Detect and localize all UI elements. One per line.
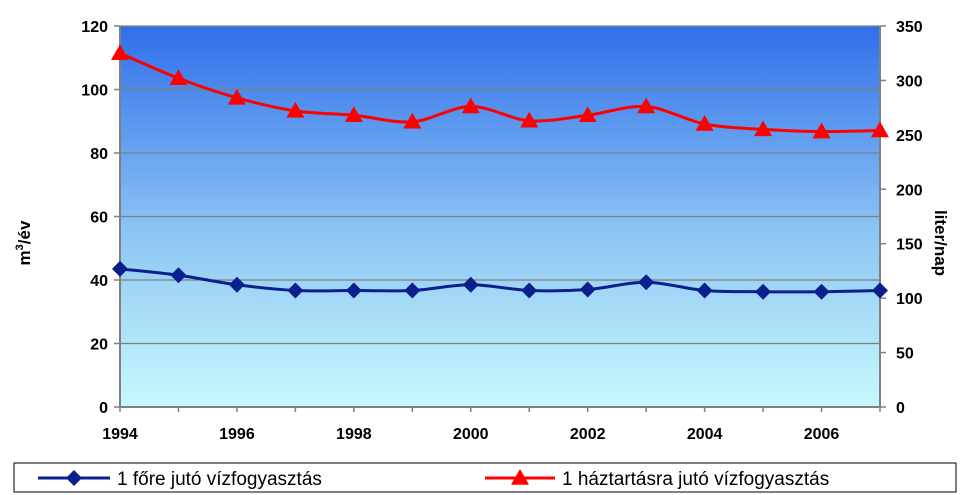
x-axis-ticks: 1994 1996 1998 2000 2002 2004 2006 [102,407,881,443]
right-axis-ticks: 0 50 100 150 200 250 300 350 [880,19,923,417]
left-axis-ticks: 0 20 40 60 80 100 120 [81,19,120,417]
data-point [111,44,129,60]
right-tick-label: 0 [896,400,905,417]
data-point [345,282,362,299]
data-point [813,283,830,300]
legend-marker [66,470,82,486]
data-point [871,121,889,138]
data-point [462,276,479,293]
data-point [872,282,888,299]
left-tick-label: 20 [90,337,108,354]
data-point [579,281,596,298]
x-tick-label: 1998 [336,426,372,443]
left-tick-label: 100 [81,83,108,100]
data-point [228,276,245,293]
series-1 [112,260,888,300]
right-tick-label: 350 [896,19,923,36]
data-point [286,101,305,118]
left-tick-label: 60 [90,210,108,227]
data-point [227,88,246,105]
data-point [637,97,656,114]
legend-item-1: 1 főre jutó vízfogyasztás [38,469,322,490]
x-tick-label: 2002 [570,426,606,443]
legend-label: 1 főre jutó vízfogyasztás [117,469,322,490]
x-tick-label: 2006 [804,426,840,443]
data-point [696,282,713,299]
data-point [695,114,714,131]
legend-item-2: 1 háztartásra jutó vízfogyasztás [485,469,829,490]
legend: 1 főre jutó vízfogyasztás 1 háztartásra j… [13,462,957,493]
data-point [520,111,539,128]
x-tick-label: 2000 [453,426,489,443]
series-2 [111,44,889,139]
legend-marker [511,469,529,485]
right-tick-label: 100 [896,291,923,308]
right-axis-title: liter/nap [931,210,950,276]
right-tick-label: 250 [896,128,923,145]
data-point [404,282,421,299]
data-point [755,283,772,300]
data-point [461,97,480,114]
series-layer [111,44,889,300]
grid-lines [120,25,880,345]
data-point [170,267,187,284]
data-point [754,120,773,137]
left-tick-label: 40 [90,273,108,290]
data-point [344,106,363,123]
data-point [403,112,422,129]
left-tick-label: 0 [99,400,108,417]
data-point [287,282,304,299]
left-tick-label: 120 [81,19,108,36]
legend-label: 1 háztartásra jutó vízfogyasztás [562,469,829,490]
left-axis-title: m3/év [14,220,34,265]
right-tick-label: 200 [896,182,923,199]
right-tick-label: 150 [896,237,923,254]
x-tick-label: 2004 [687,426,723,443]
x-tick-label: 1996 [219,426,255,443]
data-point [169,69,188,86]
right-tick-label: 300 [896,73,923,90]
x-tick-label: 1994 [102,426,138,443]
data-point [521,282,538,299]
data-point [578,106,597,123]
right-tick-label: 50 [896,346,914,363]
data-point [812,122,831,139]
left-tick-label: 80 [90,146,108,163]
data-point [112,260,128,277]
data-point [638,274,655,291]
